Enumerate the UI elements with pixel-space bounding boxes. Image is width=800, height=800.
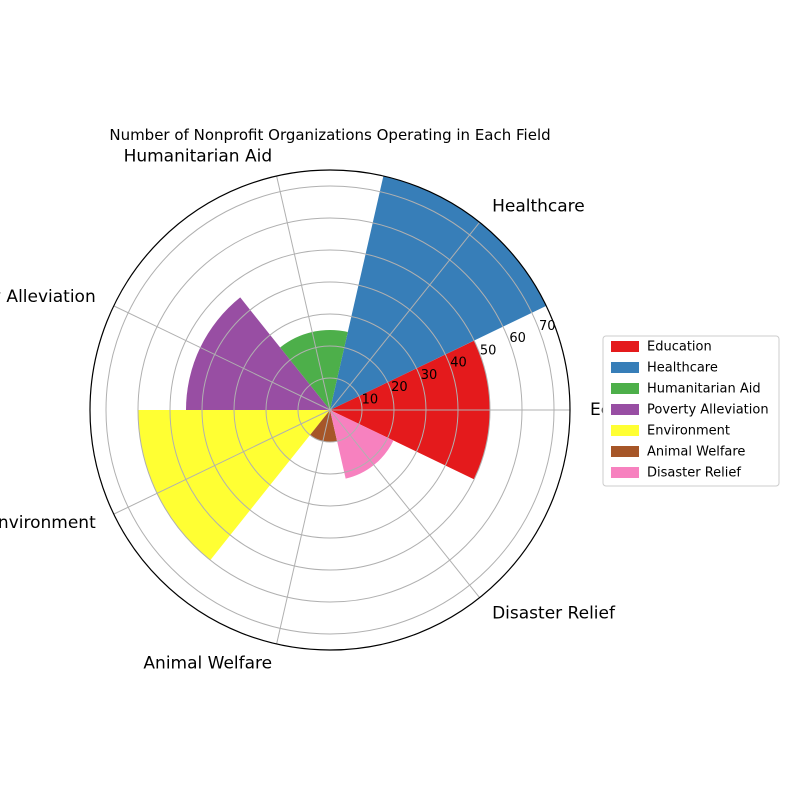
- grid-spoke: [329, 409, 481, 598]
- category-label: Poverty Alleviation: [0, 287, 96, 307]
- bar-disaster-relief: [330, 410, 394, 479]
- radial-tick-label: 30: [421, 368, 438, 383]
- category-label: Healthcare: [492, 197, 585, 217]
- legend-swatch: [611, 467, 639, 478]
- legend-swatch: [611, 425, 639, 436]
- chart-title: Number of Nonprofit Organizations Operat…: [109, 126, 550, 144]
- grid-spoke: [113, 409, 331, 515]
- radial-tick-label: 50: [480, 343, 497, 358]
- legend-label: Disaster Relief: [647, 466, 741, 481]
- radial-tick-label: 60: [509, 331, 526, 346]
- bar-poverty-alleviation: [186, 297, 330, 410]
- radial-tick-label: 40: [450, 356, 467, 371]
- legend-label: Environment: [647, 424, 730, 439]
- legend-box: [602, 335, 780, 487]
- legend-swatch: [611, 404, 639, 415]
- grid-spoke: [113, 305, 331, 411]
- grid-spoke: [276, 175, 331, 411]
- radial-tick-label: 10: [362, 392, 379, 407]
- radial-tick-label: 20: [391, 380, 408, 395]
- legend-swatch: [611, 362, 639, 373]
- legend-label: Healthcare: [647, 361, 718, 376]
- legend-label: Poverty Alleviation: [647, 403, 769, 418]
- legend-label: Education: [647, 340, 712, 355]
- grid-group: [89, 169, 571, 651]
- category-label: Environment: [0, 513, 96, 533]
- bar-humanitarian-aid: [280, 330, 348, 410]
- bar-environment: [138, 410, 330, 561]
- category-label: Humanitarian Aid: [124, 147, 273, 167]
- category-label: Animal Welfare: [143, 653, 272, 673]
- legend-label: Humanitarian Aid: [647, 382, 761, 397]
- bar-healthcare: [330, 176, 547, 410]
- grid-spoke: [276, 409, 331, 645]
- outer-frame: [89, 169, 571, 651]
- legend-label: Animal Welfare: [647, 445, 745, 460]
- radial-tick-label: 70: [539, 319, 556, 334]
- legend-swatch: [611, 341, 639, 352]
- legend-swatch: [611, 383, 639, 394]
- grid-spoke: [329, 222, 481, 411]
- bars-group: [138, 176, 547, 561]
- legend: Education Healthcare Humanitarian Aid Pover…: [602, 335, 780, 487]
- legend-swatch: [611, 446, 639, 457]
- radial-tick-labels: 10 20 30 40 50 60 70: [362, 319, 556, 407]
- category-label: Disaster Relief: [492, 603, 616, 623]
- bar-animal-welfare: [310, 410, 338, 442]
